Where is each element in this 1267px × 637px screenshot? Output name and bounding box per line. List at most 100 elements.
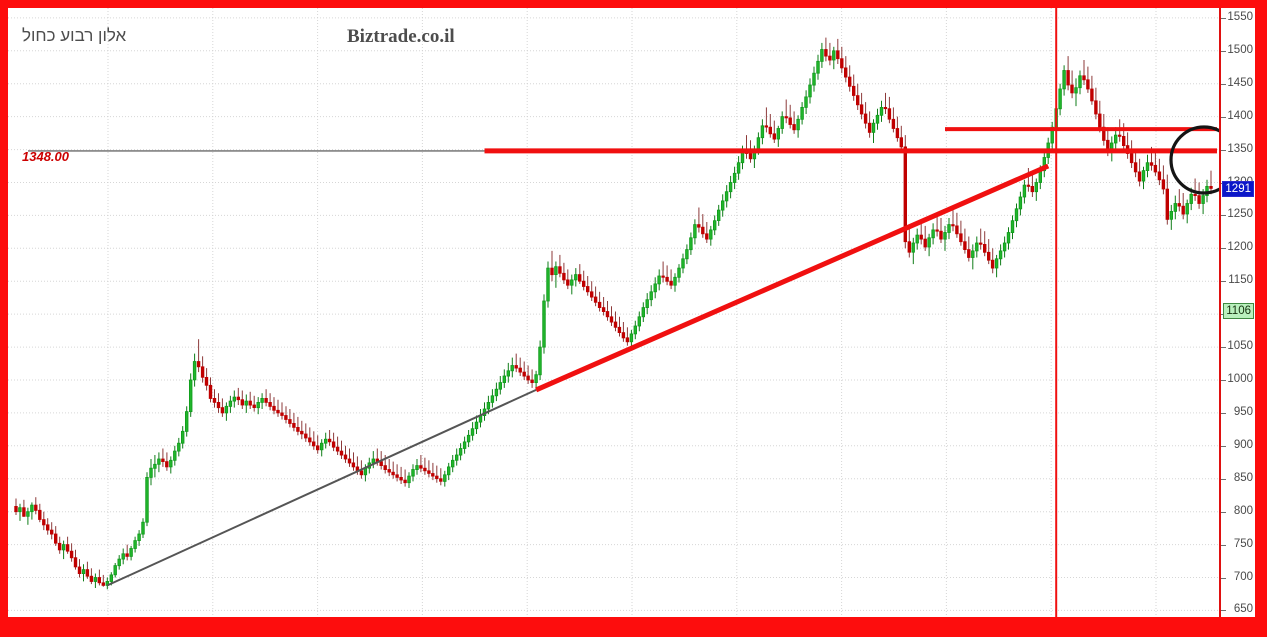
candle-body[interactable] (728, 182, 733, 193)
candle-body[interactable] (69, 550, 74, 559)
candle-body[interactable] (764, 125, 768, 128)
candle-body[interactable] (919, 234, 923, 240)
candle-body[interactable] (141, 521, 145, 535)
candle-body[interactable] (1010, 220, 1015, 233)
candle-body[interactable] (792, 124, 796, 131)
candle-body[interactable] (740, 151, 745, 164)
candle-body[interactable] (89, 575, 94, 582)
candle-body[interactable] (661, 275, 665, 278)
candle-body[interactable] (1018, 196, 1023, 210)
candle-body[interactable] (188, 379, 193, 413)
candle-body[interactable] (697, 224, 701, 228)
candle-body[interactable] (26, 511, 30, 517)
candle-body[interactable] (979, 242, 983, 245)
candle-body[interactable] (1205, 185, 1209, 196)
candle-body[interactable] (998, 250, 1003, 260)
candle-body[interactable] (73, 557, 78, 568)
candle-body[interactable] (300, 430, 304, 435)
candle-body[interactable] (180, 430, 185, 444)
candle-body[interactable] (709, 229, 713, 240)
candle-body[interactable] (77, 566, 82, 574)
candle-body[interactable] (534, 374, 538, 384)
candle-body[interactable] (18, 507, 22, 513)
candle-body[interactable] (566, 279, 570, 286)
candle-body[interactable] (228, 400, 233, 407)
candle-body[interactable] (609, 316, 614, 323)
candle-body[interactable] (177, 442, 181, 452)
candle-body[interactable] (165, 461, 169, 468)
candle-body[interactable] (268, 401, 272, 407)
candle-body[interactable] (264, 397, 268, 403)
candle-body[interactable] (371, 458, 375, 464)
candle-body[interactable] (768, 126, 772, 135)
candle-body[interactable] (724, 191, 729, 202)
candle-body[interactable] (657, 275, 661, 285)
candle-body[interactable] (474, 421, 479, 430)
candle-body[interactable] (50, 529, 54, 535)
candle-body[interactable] (288, 419, 292, 424)
candle-body[interactable] (323, 438, 328, 444)
candle-body[interactable] (788, 117, 792, 125)
candle-body[interactable] (514, 365, 518, 369)
candle-body[interactable] (1026, 184, 1031, 187)
candle-body[interactable] (1185, 203, 1189, 215)
candle-body[interactable] (530, 379, 534, 383)
candle-body[interactable] (717, 209, 721, 222)
candle-body[interactable] (939, 230, 943, 240)
annotations-group[interactable] (28, 8, 1219, 617)
candle-body[interactable] (994, 258, 999, 269)
candle-body[interactable] (1149, 162, 1154, 166)
candle-body[interactable] (272, 405, 276, 411)
candle-body[interactable] (359, 470, 364, 476)
candle-body[interactable] (756, 137, 761, 150)
candle-body[interactable] (494, 388, 499, 397)
candle-body[interactable] (85, 569, 90, 577)
candle-body[interactable] (641, 307, 645, 318)
candle-body[interactable] (907, 241, 911, 253)
candle-body[interactable] (1014, 208, 1019, 222)
candle-body[interactable] (1074, 87, 1078, 94)
candle-body[interactable] (339, 450, 344, 456)
candle-body[interactable] (308, 437, 312, 443)
candle-body[interactable] (820, 49, 824, 62)
candle-body[interactable] (502, 375, 506, 383)
candle-body[interactable] (260, 397, 264, 403)
candle-body[interactable] (955, 225, 959, 235)
candle-body[interactable] (446, 466, 451, 476)
candle-body[interactable] (327, 438, 332, 443)
candle-body[interactable] (879, 107, 884, 116)
candlestick-svg[interactable] (8, 8, 1219, 617)
candle-body[interactable] (161, 458, 165, 462)
candle-body[interactable] (867, 122, 872, 133)
candle-body[interactable] (605, 311, 610, 318)
candle-body[interactable] (1137, 171, 1142, 182)
candle-body[interactable] (701, 226, 705, 235)
candle-body[interactable] (1030, 185, 1034, 193)
candle-body[interactable] (562, 272, 566, 281)
candle-body[interactable] (800, 107, 804, 120)
candle-body[interactable] (637, 316, 641, 327)
candle-body[interactable] (570, 279, 574, 286)
candle-body[interactable] (470, 428, 475, 436)
candle-body[interactable] (46, 524, 50, 531)
candle-body[interactable] (586, 286, 590, 293)
candle-body[interactable] (30, 504, 34, 513)
candle-body[interactable] (1181, 205, 1185, 215)
candle-body[interactable] (784, 116, 788, 119)
candle-body[interactable] (137, 533, 141, 541)
candle-body[interactable] (975, 242, 979, 252)
candle-body[interactable] (1066, 70, 1070, 86)
candle-body[interactable] (923, 238, 927, 248)
candle-body[interactable] (97, 577, 101, 584)
candle-body[interactable] (454, 454, 459, 461)
candle-body[interactable] (431, 473, 435, 477)
candle-body[interactable] (486, 401, 491, 410)
candle-body[interactable] (1034, 182, 1038, 193)
candle-body[interactable] (816, 60, 820, 74)
candle-body[interactable] (732, 172, 737, 183)
candle-body[interactable] (633, 325, 637, 335)
candle-body[interactable] (812, 72, 816, 86)
candle-body[interactable] (351, 462, 356, 468)
candle-body[interactable] (184, 411, 189, 432)
candle-body[interactable] (34, 504, 38, 511)
